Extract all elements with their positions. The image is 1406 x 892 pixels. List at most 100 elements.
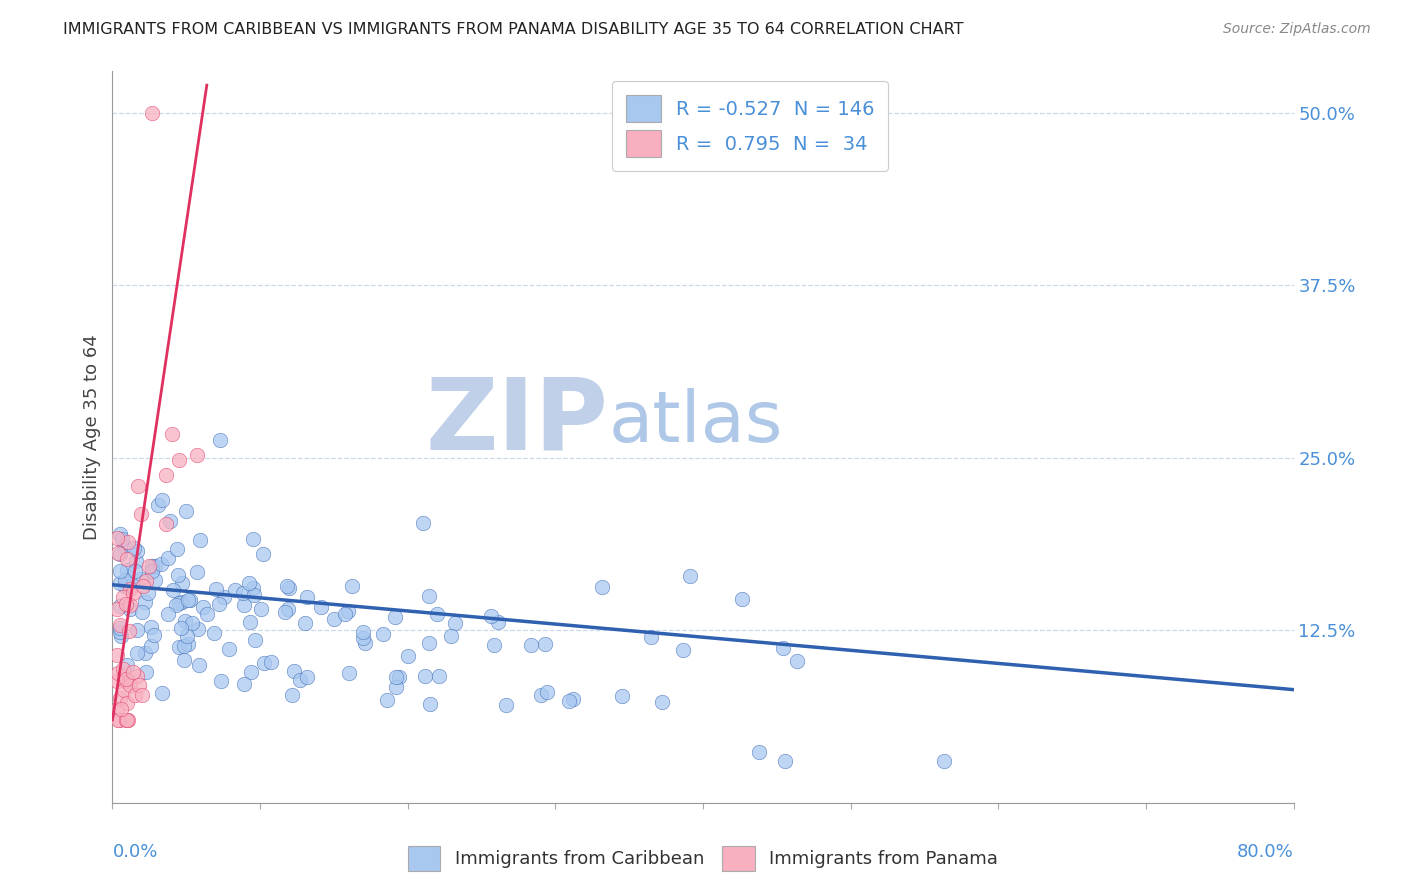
Point	[488, 615, 510, 629]
Text: atlas: atlas	[609, 388, 783, 457]
Point	[128, 678, 150, 692]
Point	[139, 639, 162, 653]
Point	[283, 664, 305, 678]
Point	[419, 697, 441, 711]
Point	[162, 582, 184, 597]
Point	[412, 516, 434, 530]
Point	[134, 595, 156, 609]
Point	[174, 614, 197, 628]
Point	[188, 658, 211, 673]
Point	[482, 639, 505, 653]
Point	[108, 624, 131, 639]
Point	[108, 527, 131, 541]
Point	[105, 702, 128, 716]
Point	[297, 670, 319, 684]
Point	[141, 105, 163, 120]
Point	[105, 601, 128, 615]
Point	[610, 689, 633, 703]
Point	[238, 575, 260, 590]
Point	[112, 682, 135, 697]
Point	[177, 636, 200, 650]
Point	[105, 648, 128, 663]
Point	[110, 629, 132, 643]
Point	[562, 692, 585, 706]
Text: Source: ZipAtlas.com: Source: ZipAtlas.com	[1223, 22, 1371, 37]
Point	[121, 585, 143, 599]
Point	[253, 656, 276, 670]
Point	[107, 666, 129, 681]
Legend: R = -0.527  N = 146, R =  0.795  N =  34: R = -0.527 N = 146, R = 0.795 N = 34	[612, 81, 889, 171]
Point	[444, 615, 467, 630]
Point	[371, 627, 394, 641]
Point	[536, 685, 558, 699]
Point	[112, 590, 135, 604]
Point	[495, 698, 517, 712]
Point	[112, 539, 135, 553]
Point	[195, 607, 218, 621]
Text: ZIP: ZIP	[426, 374, 609, 471]
Point	[177, 593, 200, 607]
Point	[245, 633, 267, 648]
Point	[276, 579, 298, 593]
Point	[242, 581, 264, 595]
Point	[117, 535, 139, 549]
Point	[167, 596, 190, 610]
Point	[143, 628, 166, 642]
Point	[352, 631, 374, 645]
Point	[208, 434, 231, 448]
Point	[173, 653, 195, 667]
Point	[208, 597, 231, 611]
Point	[143, 574, 166, 588]
Point	[125, 554, 148, 568]
Point	[159, 514, 181, 528]
Point	[110, 532, 132, 546]
Point	[205, 582, 228, 596]
Point	[117, 673, 139, 688]
Text: IMMIGRANTS FROM CARIBBEAN VS IMMIGRANTS FROM PANAMA DISABILITY AGE 35 TO 64 CORR: IMMIGRANTS FROM CARIBBEAN VS IMMIGRANTS …	[63, 22, 963, 37]
Point	[108, 576, 131, 591]
Point	[141, 559, 163, 574]
Point	[322, 612, 344, 626]
Point	[138, 585, 160, 599]
Point	[108, 617, 131, 632]
Point	[118, 582, 141, 597]
Point	[384, 609, 406, 624]
Point	[335, 607, 357, 621]
Point	[232, 599, 254, 613]
Point	[342, 579, 364, 593]
Point	[143, 558, 166, 573]
Point	[252, 547, 274, 561]
Point	[173, 639, 195, 653]
Point	[375, 692, 398, 706]
Point	[117, 552, 139, 566]
Point	[155, 517, 177, 532]
Point	[773, 755, 796, 769]
Point	[277, 581, 299, 595]
Point	[114, 573, 136, 587]
Point	[120, 602, 142, 616]
Point	[429, 669, 451, 683]
Point	[309, 599, 332, 614]
Point	[148, 498, 170, 512]
Point	[232, 586, 254, 600]
Point	[558, 694, 581, 708]
Point	[281, 688, 304, 702]
Point	[157, 551, 180, 566]
Point	[418, 590, 440, 604]
Point	[180, 615, 202, 630]
Point	[233, 676, 256, 690]
Point	[117, 658, 139, 673]
Point	[288, 673, 311, 687]
Point	[156, 607, 179, 622]
Point	[426, 607, 449, 622]
Point	[160, 427, 183, 442]
Point	[170, 621, 193, 635]
Point	[125, 669, 148, 683]
Point	[187, 622, 209, 636]
Point	[388, 670, 411, 684]
Point	[120, 598, 142, 612]
Point	[138, 559, 160, 574]
Point	[108, 690, 131, 705]
Point	[218, 641, 240, 656]
Point	[651, 695, 673, 709]
